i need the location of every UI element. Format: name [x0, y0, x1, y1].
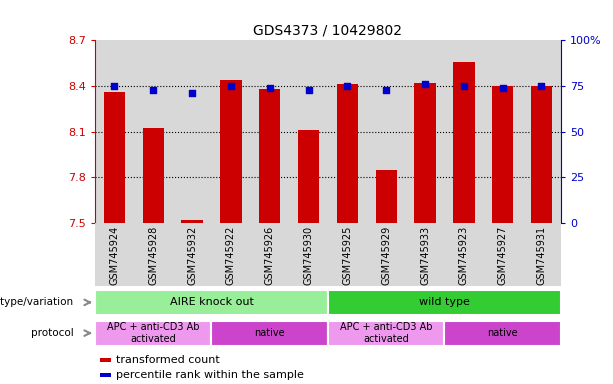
Text: wild type: wild type	[419, 297, 470, 308]
Bar	[328, 40, 367, 223]
Text: GSM745930: GSM745930	[303, 226, 313, 285]
Text: GSM745927: GSM745927	[498, 226, 508, 285]
Bar	[483, 40, 522, 223]
Bar	[143, 129, 164, 223]
Text: GSM745923: GSM745923	[459, 226, 469, 285]
Bar	[289, 40, 328, 223]
Bar	[444, 40, 483, 223]
Point	[226, 83, 236, 89]
Text: APC + anti-CD3 Ab
activated: APC + anti-CD3 Ab activated	[107, 322, 199, 344]
Bar	[492, 86, 513, 223]
Title: GDS4373 / 10429802: GDS4373 / 10429802	[253, 24, 403, 38]
Text: GSM745925: GSM745925	[343, 226, 352, 285]
Bar	[376, 169, 397, 223]
Bar	[100, 358, 112, 362]
Text: GSM745926: GSM745926	[265, 226, 275, 285]
Bar	[181, 220, 203, 223]
Text: GSM745929: GSM745929	[381, 226, 391, 285]
Point	[536, 83, 546, 89]
Point	[303, 86, 313, 93]
Bar	[134, 223, 173, 286]
Text: GSM745922: GSM745922	[226, 226, 236, 285]
Text: APC + anti-CD3 Ab
activated: APC + anti-CD3 Ab activated	[340, 322, 432, 344]
Bar	[522, 223, 561, 286]
Bar	[104, 92, 125, 223]
Bar	[211, 40, 250, 223]
Point	[420, 81, 430, 87]
Text: GSM745931: GSM745931	[536, 226, 546, 285]
Point	[381, 86, 391, 93]
Point	[498, 84, 508, 91]
Bar	[337, 84, 358, 223]
Text: protocol: protocol	[31, 328, 74, 338]
Bar	[259, 89, 280, 223]
Bar	[367, 223, 406, 286]
Bar	[444, 321, 561, 346]
Bar	[220, 80, 242, 223]
Point	[343, 83, 352, 89]
Text: transformed count: transformed count	[116, 355, 219, 365]
Bar	[95, 223, 134, 286]
Bar	[444, 223, 483, 286]
Bar	[453, 61, 474, 223]
Bar	[414, 83, 436, 223]
Bar	[483, 223, 522, 286]
Bar	[173, 223, 211, 286]
Bar	[173, 40, 211, 223]
Bar	[289, 223, 328, 286]
Text: AIRE knock out: AIRE knock out	[170, 297, 253, 308]
Text: percentile rank within the sample: percentile rank within the sample	[116, 370, 304, 381]
Point	[459, 83, 469, 89]
Text: native: native	[487, 328, 518, 338]
Point	[265, 84, 275, 91]
Bar	[298, 130, 319, 223]
Bar	[531, 86, 552, 223]
Text: GSM745933: GSM745933	[420, 226, 430, 285]
Bar	[406, 223, 444, 286]
Text: native: native	[254, 328, 285, 338]
Bar	[134, 40, 173, 223]
Point	[110, 83, 120, 89]
Bar	[328, 290, 561, 315]
Bar	[522, 40, 561, 223]
Bar	[250, 223, 289, 286]
Bar	[328, 321, 444, 346]
Text: GSM745932: GSM745932	[187, 226, 197, 285]
Text: genotype/variation: genotype/variation	[0, 297, 74, 308]
Bar	[95, 321, 211, 346]
Bar	[328, 223, 367, 286]
Bar	[100, 373, 112, 377]
Text: GSM745928: GSM745928	[148, 226, 158, 285]
Point	[148, 86, 158, 93]
Bar	[95, 290, 328, 315]
Bar	[95, 40, 134, 223]
Bar	[406, 40, 444, 223]
Bar	[211, 321, 328, 346]
Bar	[250, 40, 289, 223]
Bar	[367, 40, 406, 223]
Text: GSM745924: GSM745924	[110, 226, 120, 285]
Bar	[211, 223, 250, 286]
Point	[187, 90, 197, 96]
